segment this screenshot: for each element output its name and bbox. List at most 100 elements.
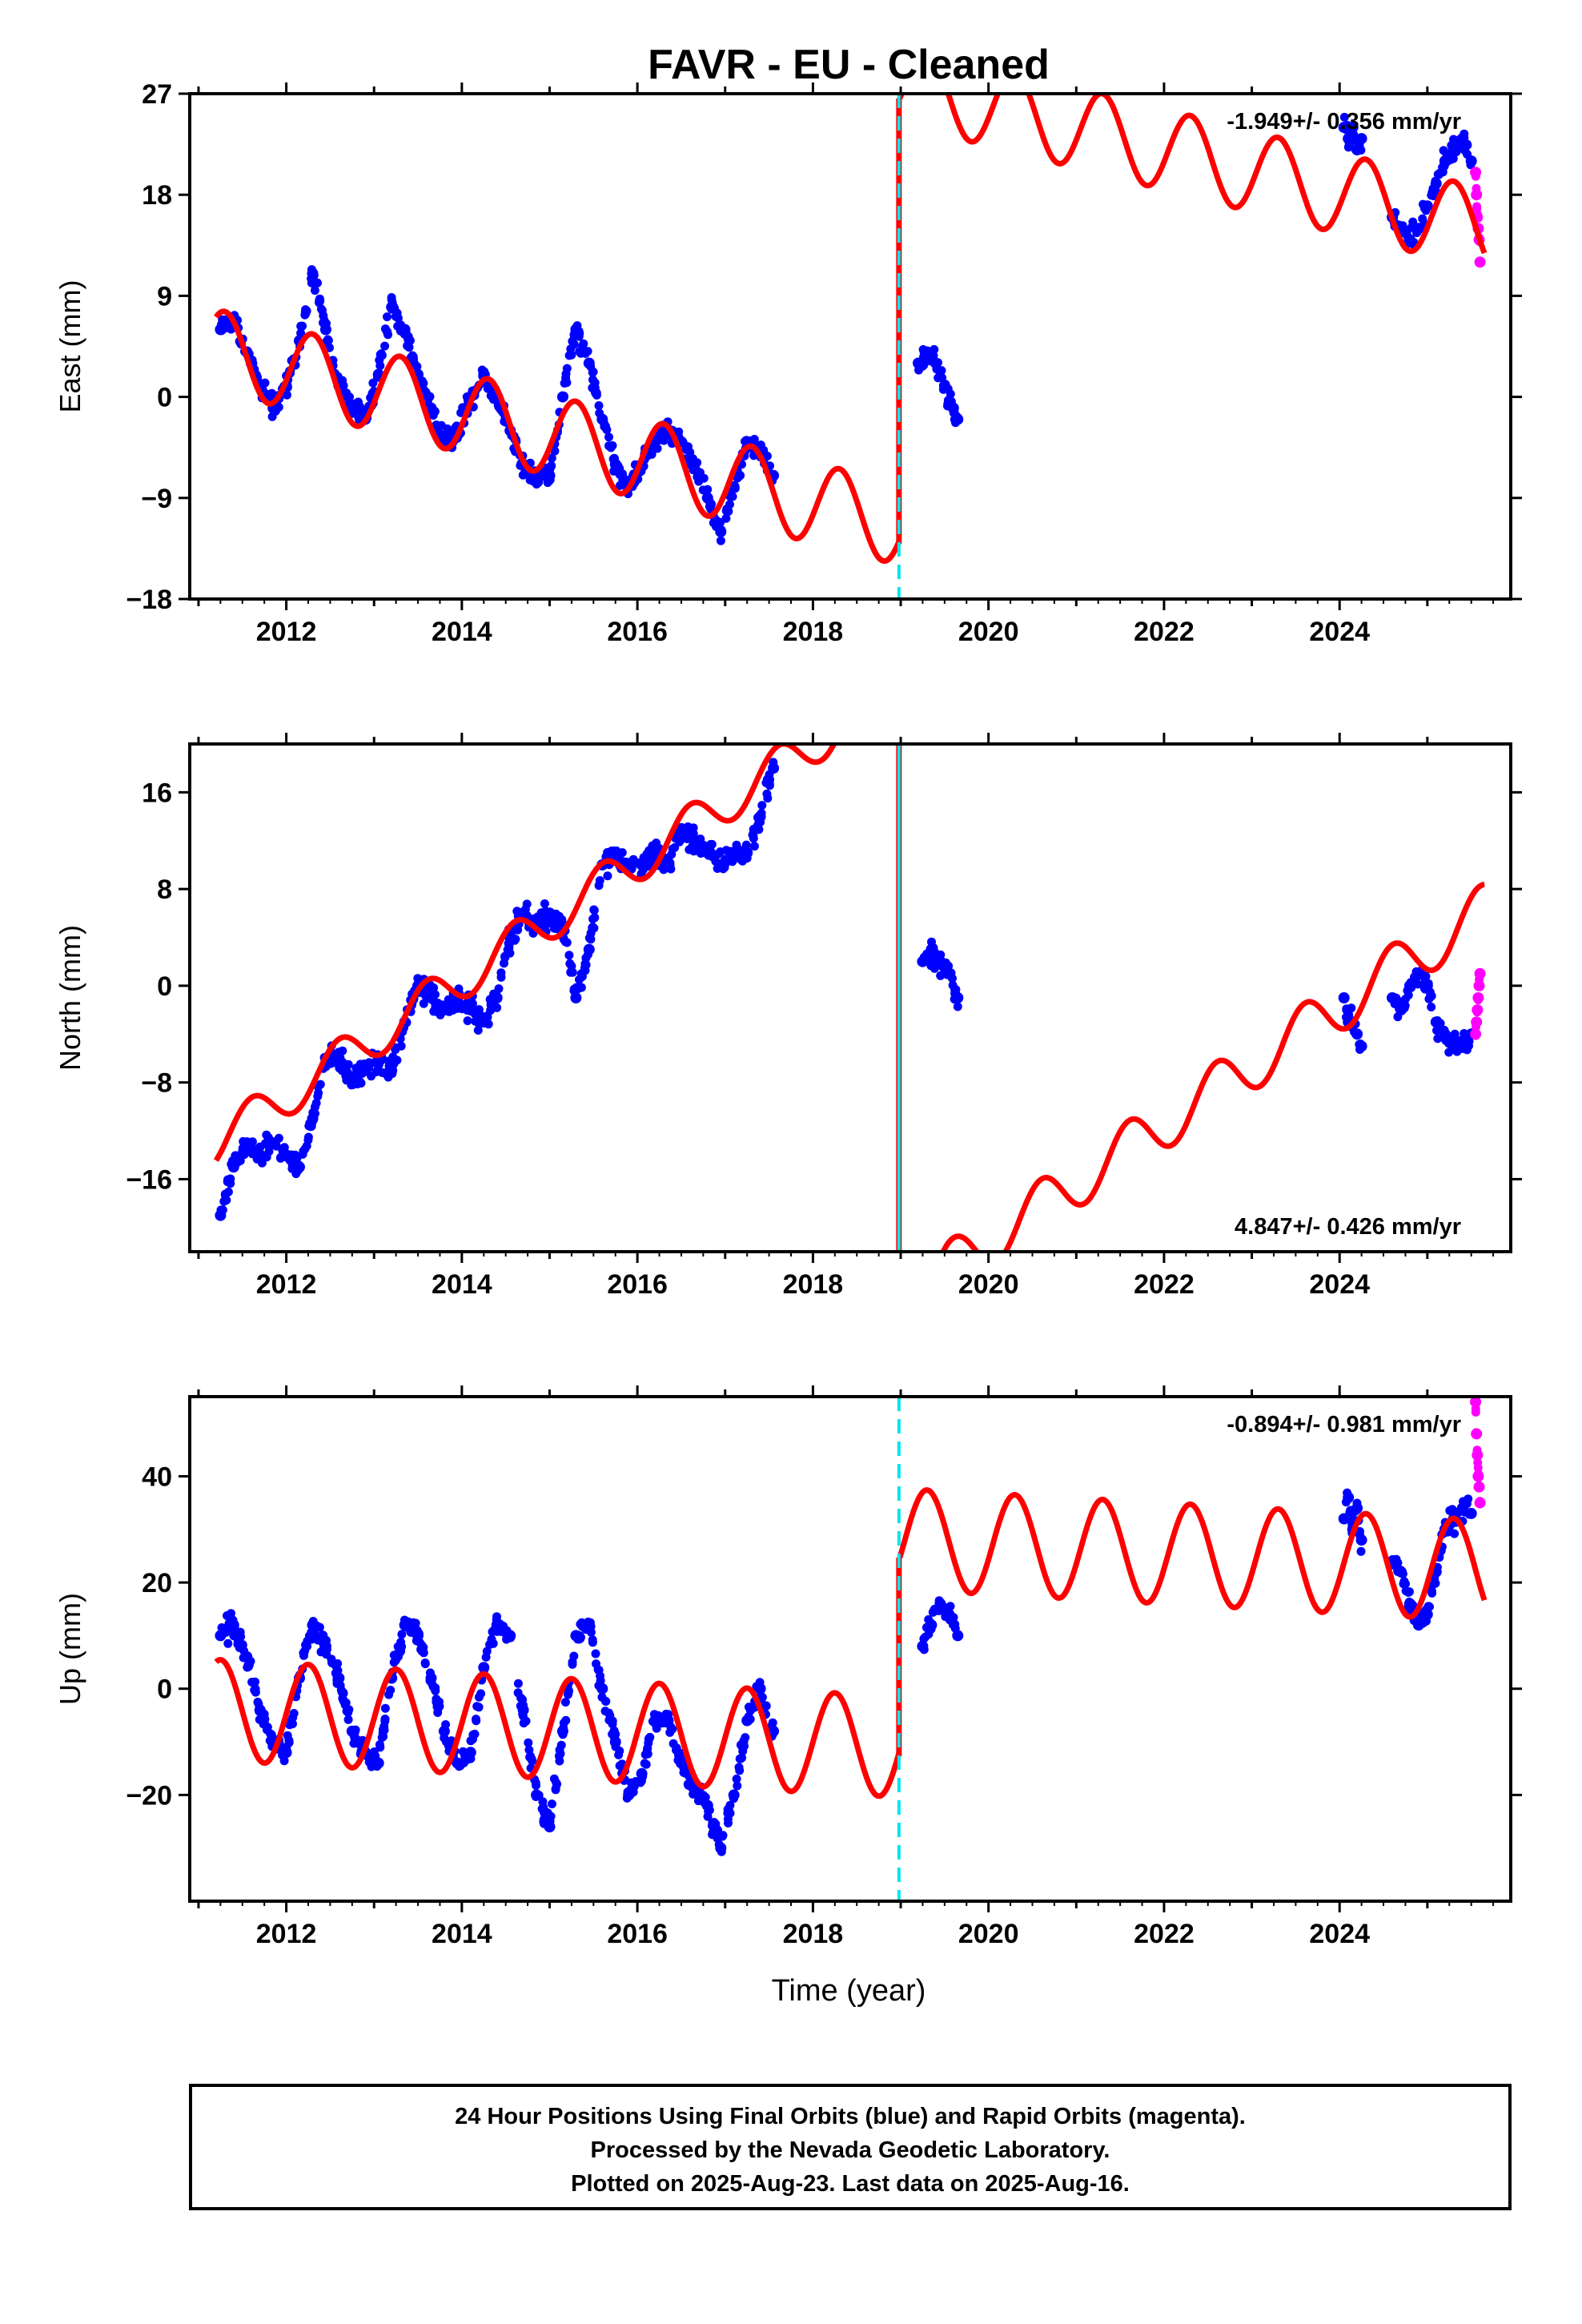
data-point xyxy=(341,392,351,402)
data-point xyxy=(919,1645,929,1655)
data-point xyxy=(628,1787,637,1796)
data-point xyxy=(1471,1031,1480,1040)
data-point xyxy=(721,513,731,523)
data-point xyxy=(930,963,939,973)
data-point xyxy=(480,367,489,376)
data-point xyxy=(540,917,549,927)
y-tick-label: −18 xyxy=(126,585,172,615)
data-point xyxy=(1339,1515,1349,1525)
y-tick-label: 27 xyxy=(142,79,172,110)
data-point xyxy=(547,911,556,921)
data-point xyxy=(743,1714,753,1723)
data-point xyxy=(701,1792,710,1802)
data-point xyxy=(644,862,653,871)
data-point xyxy=(223,1611,231,1620)
data-point xyxy=(723,1815,733,1823)
data-point xyxy=(572,328,581,338)
data-point xyxy=(558,1730,568,1739)
data-point xyxy=(411,1618,420,1628)
data-point xyxy=(540,899,549,908)
data-point xyxy=(651,847,661,857)
data-point xyxy=(1347,1003,1356,1013)
data-point xyxy=(441,1720,451,1729)
data-point xyxy=(1423,979,1433,988)
data-point xyxy=(355,402,365,412)
data-point xyxy=(393,1642,403,1651)
y-tick-label: −9 xyxy=(141,484,172,514)
data-point xyxy=(560,1698,570,1707)
plot-frame xyxy=(188,742,1512,1253)
data-point xyxy=(693,458,702,468)
x-tick-label: 2024 xyxy=(1309,617,1370,647)
data-point xyxy=(308,1617,318,1626)
x-tick-label: 2018 xyxy=(783,617,844,647)
y-tick-label: 0 xyxy=(157,971,172,1002)
plot-content xyxy=(213,744,1487,1252)
data-point xyxy=(604,441,613,451)
data-point xyxy=(466,1000,476,1010)
data-point xyxy=(717,858,726,868)
data-point xyxy=(768,1725,780,1737)
data-point xyxy=(466,1754,476,1763)
data-point xyxy=(243,1660,253,1670)
data-point xyxy=(594,401,604,410)
rate-label: -0.894+/- 0.981 mm/yr xyxy=(1227,1412,1461,1437)
data-point xyxy=(1355,1534,1367,1546)
data-point xyxy=(705,841,715,850)
y-tick-label: −20 xyxy=(126,1780,172,1811)
data-point xyxy=(936,950,946,959)
data-point xyxy=(926,1619,938,1631)
data-point xyxy=(586,362,596,372)
data-point xyxy=(1343,1492,1355,1503)
data-point xyxy=(1471,1428,1483,1440)
data-point xyxy=(1393,1558,1403,1567)
data-point xyxy=(601,1696,610,1706)
data-point xyxy=(419,999,428,1008)
data-point xyxy=(936,368,945,377)
data-point xyxy=(343,1715,353,1724)
data-point xyxy=(1450,1529,1460,1538)
data-point xyxy=(1427,1003,1436,1011)
model-curve-pre-offset xyxy=(214,308,902,564)
data-point xyxy=(1464,1041,1473,1051)
data-point xyxy=(914,365,923,375)
data-point xyxy=(562,364,572,373)
data-point xyxy=(652,444,662,453)
data-point xyxy=(693,472,702,481)
data-point xyxy=(338,1057,347,1067)
data-point xyxy=(756,818,765,827)
data-point xyxy=(513,1688,523,1698)
data-point xyxy=(683,822,693,831)
data-point xyxy=(614,1750,624,1759)
data-point xyxy=(705,1805,714,1815)
figure-title: FAVR - EU - Cleaned xyxy=(648,42,1050,88)
data-point xyxy=(311,1099,321,1108)
data-point xyxy=(379,1725,389,1735)
model-curve-pre-offset xyxy=(214,1657,902,1799)
x-tick-label: 2020 xyxy=(958,617,1019,647)
data-point xyxy=(259,1710,269,1719)
data-point xyxy=(676,1748,685,1758)
data-point xyxy=(626,1778,636,1787)
data-point xyxy=(585,1618,595,1627)
data-point xyxy=(338,376,347,385)
data-point xyxy=(1356,1546,1366,1556)
data-point xyxy=(389,1658,399,1667)
data-point xyxy=(526,1751,535,1761)
data-point xyxy=(1403,991,1413,1000)
data-point xyxy=(746,436,756,445)
data-point xyxy=(665,1727,675,1737)
x-tick-label: 2018 xyxy=(783,1269,844,1300)
data-point xyxy=(934,358,942,368)
data-point xyxy=(339,1688,348,1698)
data-point xyxy=(712,516,721,525)
data-point xyxy=(445,429,455,439)
data-point xyxy=(323,335,332,344)
data-point xyxy=(494,984,504,994)
data-point xyxy=(235,1152,244,1161)
data-point xyxy=(596,1683,608,1695)
data-point xyxy=(664,1710,673,1719)
y-tick-label: 9 xyxy=(157,281,172,312)
data-point xyxy=(247,1678,257,1687)
data-point xyxy=(403,341,412,351)
